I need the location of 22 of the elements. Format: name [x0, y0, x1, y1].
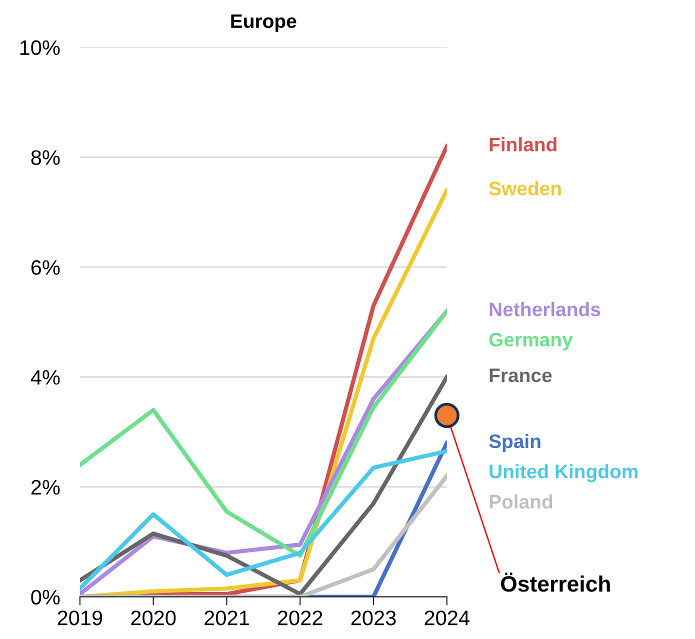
text: Sweden	[489, 181, 561, 196]
y-tick-label: 6%	[31, 260, 60, 275]
text: Spain	[489, 434, 540, 452]
x-tick-label: 2021	[204, 610, 249, 626]
text: Netherlands	[490, 302, 600, 316]
chart-title: Europe	[231, 14, 296, 32]
text: United Kingdom	[490, 464, 638, 482]
x-tick-label: 2023	[351, 610, 396, 626]
annotation: Österreich	[501, 572, 610, 592]
x-tick-label: 2024	[424, 610, 470, 626]
x-tick-label: 2022	[278, 610, 322, 626]
y-tick-label: 2%	[31, 480, 60, 495]
y-tick-label: 8%	[31, 150, 60, 165]
x-tick-label: 2020	[131, 610, 176, 626]
y-tick-label: 4%	[30, 370, 60, 385]
y-tick-label: 10%	[20, 40, 60, 56]
text: France	[490, 368, 552, 382]
text: Germany	[489, 332, 573, 350]
text: Poland	[490, 494, 552, 509]
y-tick-label: 0%	[31, 590, 60, 605]
x-tick-label: 2019	[58, 610, 102, 626]
text: Finland	[490, 137, 556, 152]
